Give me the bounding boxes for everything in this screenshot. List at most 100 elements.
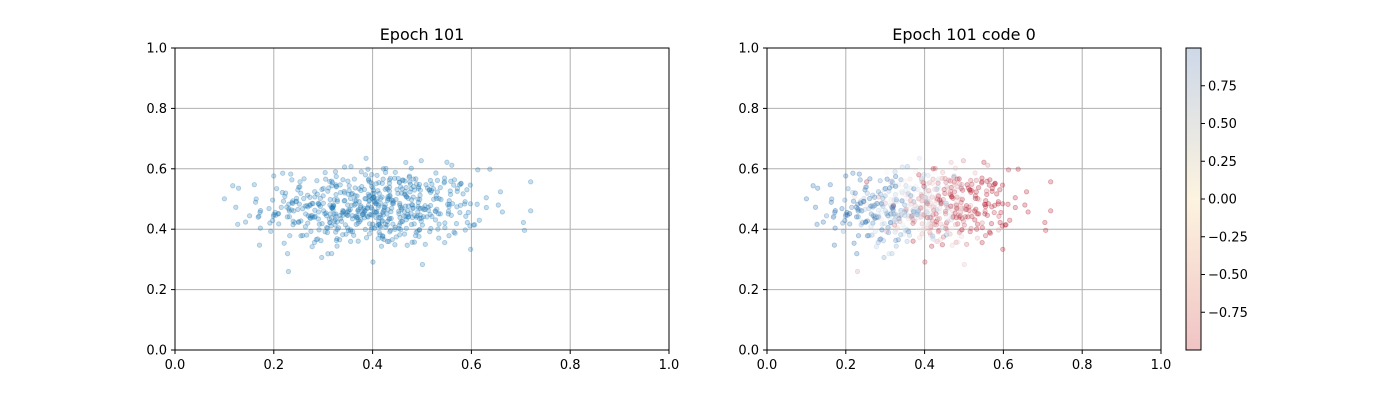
scatter-point bbox=[322, 229, 328, 235]
scatter-point bbox=[901, 212, 907, 218]
scatter-point bbox=[409, 202, 415, 208]
scatter-point bbox=[935, 229, 941, 235]
scatter-point bbox=[872, 202, 878, 208]
scatter-point bbox=[415, 228, 421, 234]
scatter-point bbox=[927, 232, 934, 238]
scatter-point bbox=[290, 218, 296, 224]
scatter-point bbox=[380, 166, 386, 172]
scatter-point bbox=[392, 169, 398, 175]
scatter-point bbox=[929, 180, 935, 186]
scatter-point bbox=[879, 201, 885, 207]
scatter-point bbox=[276, 221, 282, 227]
scatter-point bbox=[986, 182, 992, 188]
scatter-point bbox=[320, 208, 327, 214]
scatter-point bbox=[396, 225, 402, 232]
scatter-point bbox=[972, 193, 978, 199]
scatter-point bbox=[396, 208, 402, 214]
scatter-point bbox=[365, 191, 371, 197]
scatter-point bbox=[409, 197, 415, 203]
scatter-point bbox=[922, 194, 929, 200]
scatter-point bbox=[451, 177, 458, 183]
scatter-point bbox=[354, 193, 360, 199]
scatter-point bbox=[302, 224, 308, 230]
scatter-point bbox=[910, 220, 916, 226]
scatter-point bbox=[278, 204, 284, 210]
scatter-point bbox=[340, 207, 346, 214]
scatter-point bbox=[235, 185, 242, 191]
scatter-point bbox=[940, 234, 947, 240]
scatter-point bbox=[483, 195, 489, 201]
scatter-point bbox=[949, 194, 955, 200]
colorbar-tick-label: 0.50 bbox=[1208, 117, 1237, 132]
scatter-point bbox=[937, 237, 943, 243]
scatter-point bbox=[942, 208, 949, 214]
scatter-point bbox=[944, 204, 950, 210]
scatter-point bbox=[333, 183, 339, 189]
scatter-point bbox=[969, 181, 975, 187]
scatter-point bbox=[405, 195, 411, 201]
scatter-point bbox=[984, 191, 990, 198]
scatter-point bbox=[340, 212, 346, 218]
scatter-point bbox=[389, 205, 395, 211]
scatter-point bbox=[937, 200, 943, 206]
scatter-point bbox=[323, 213, 330, 219]
scatter-point bbox=[401, 231, 408, 237]
scatter-point bbox=[331, 203, 337, 209]
scatter-point bbox=[923, 225, 929, 231]
scatter-point bbox=[341, 164, 348, 170]
scatter-point bbox=[875, 239, 881, 246]
scatter-point bbox=[911, 218, 917, 224]
scatter-point bbox=[903, 208, 909, 214]
scatter-point bbox=[880, 238, 887, 244]
scatter-point bbox=[315, 216, 321, 222]
scatter-point bbox=[346, 208, 352, 214]
scatter-point bbox=[863, 201, 869, 207]
scatter-point bbox=[984, 212, 990, 218]
scatter-point bbox=[332, 217, 338, 223]
scatter-point bbox=[380, 176, 386, 182]
scatter-point bbox=[999, 182, 1006, 188]
x-tick-label: 0.6 bbox=[461, 358, 482, 373]
scatter-point bbox=[353, 221, 359, 227]
scatter-point bbox=[379, 218, 385, 224]
scatter-point bbox=[959, 227, 965, 233]
scatter-point bbox=[889, 215, 895, 221]
scatter-point bbox=[914, 207, 920, 213]
scatter-point bbox=[948, 217, 955, 223]
scatter-point bbox=[947, 231, 953, 237]
scatter-point bbox=[911, 208, 917, 215]
scatter-point bbox=[347, 206, 353, 213]
scatter-point bbox=[253, 196, 259, 202]
scatter-point bbox=[286, 208, 292, 214]
scatter-point bbox=[290, 222, 296, 228]
scatter-point bbox=[877, 191, 884, 197]
scatter-point bbox=[416, 233, 422, 240]
scatter-point bbox=[378, 243, 385, 249]
scatter-point bbox=[345, 227, 352, 233]
scatter-point bbox=[929, 194, 935, 200]
scatter-point bbox=[823, 213, 830, 219]
scatter-point bbox=[928, 195, 934, 202]
scatter-point bbox=[958, 205, 965, 211]
scatter-point bbox=[388, 209, 394, 215]
scatter-point bbox=[334, 219, 340, 225]
scatter-point bbox=[418, 215, 425, 221]
scatter-point bbox=[968, 202, 974, 209]
scatter-point bbox=[893, 219, 899, 225]
scatter-point bbox=[300, 232, 306, 239]
scatter-point bbox=[858, 222, 864, 228]
scatter-point bbox=[840, 220, 846, 226]
scatter-point bbox=[855, 208, 861, 214]
scatter-point bbox=[499, 209, 505, 215]
scatter-point bbox=[313, 237, 319, 243]
scatter-point bbox=[252, 199, 259, 205]
scatter-point bbox=[918, 202, 924, 208]
scatter-point bbox=[350, 229, 356, 235]
scatter-point bbox=[384, 211, 390, 217]
scatter-point bbox=[882, 185, 888, 192]
scatter-point bbox=[919, 231, 925, 237]
scatter-point bbox=[359, 211, 366, 217]
scatter-point bbox=[416, 205, 422, 211]
scatter-point bbox=[298, 190, 304, 196]
scatter-point bbox=[913, 211, 920, 217]
